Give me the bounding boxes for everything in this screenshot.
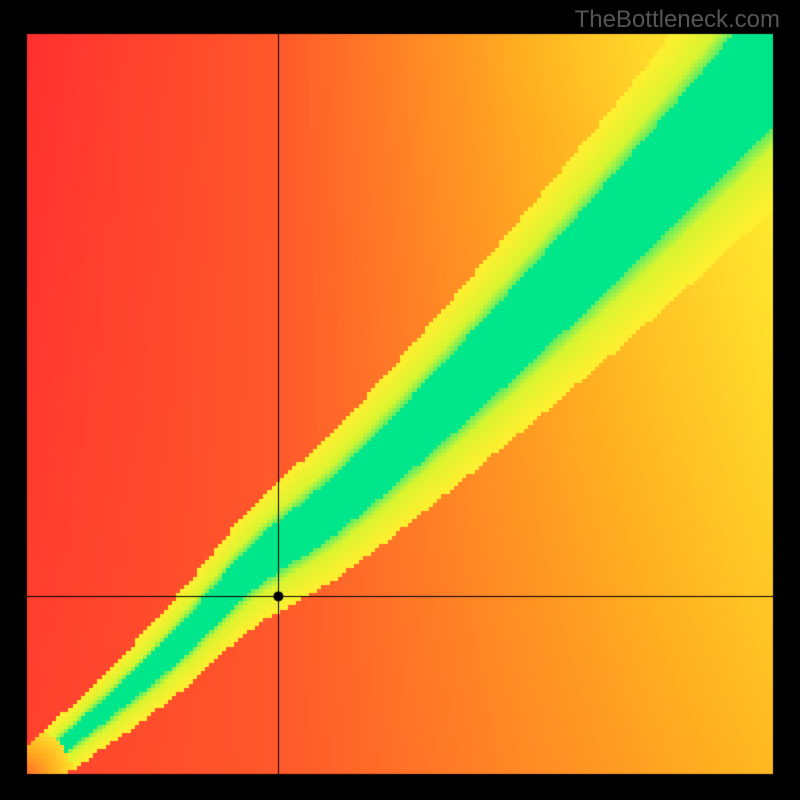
watermark-text: TheBottleneck.com [575, 6, 780, 34]
heatmap-canvas [0, 0, 800, 800]
chart-stage: TheBottleneck.com [0, 0, 800, 800]
